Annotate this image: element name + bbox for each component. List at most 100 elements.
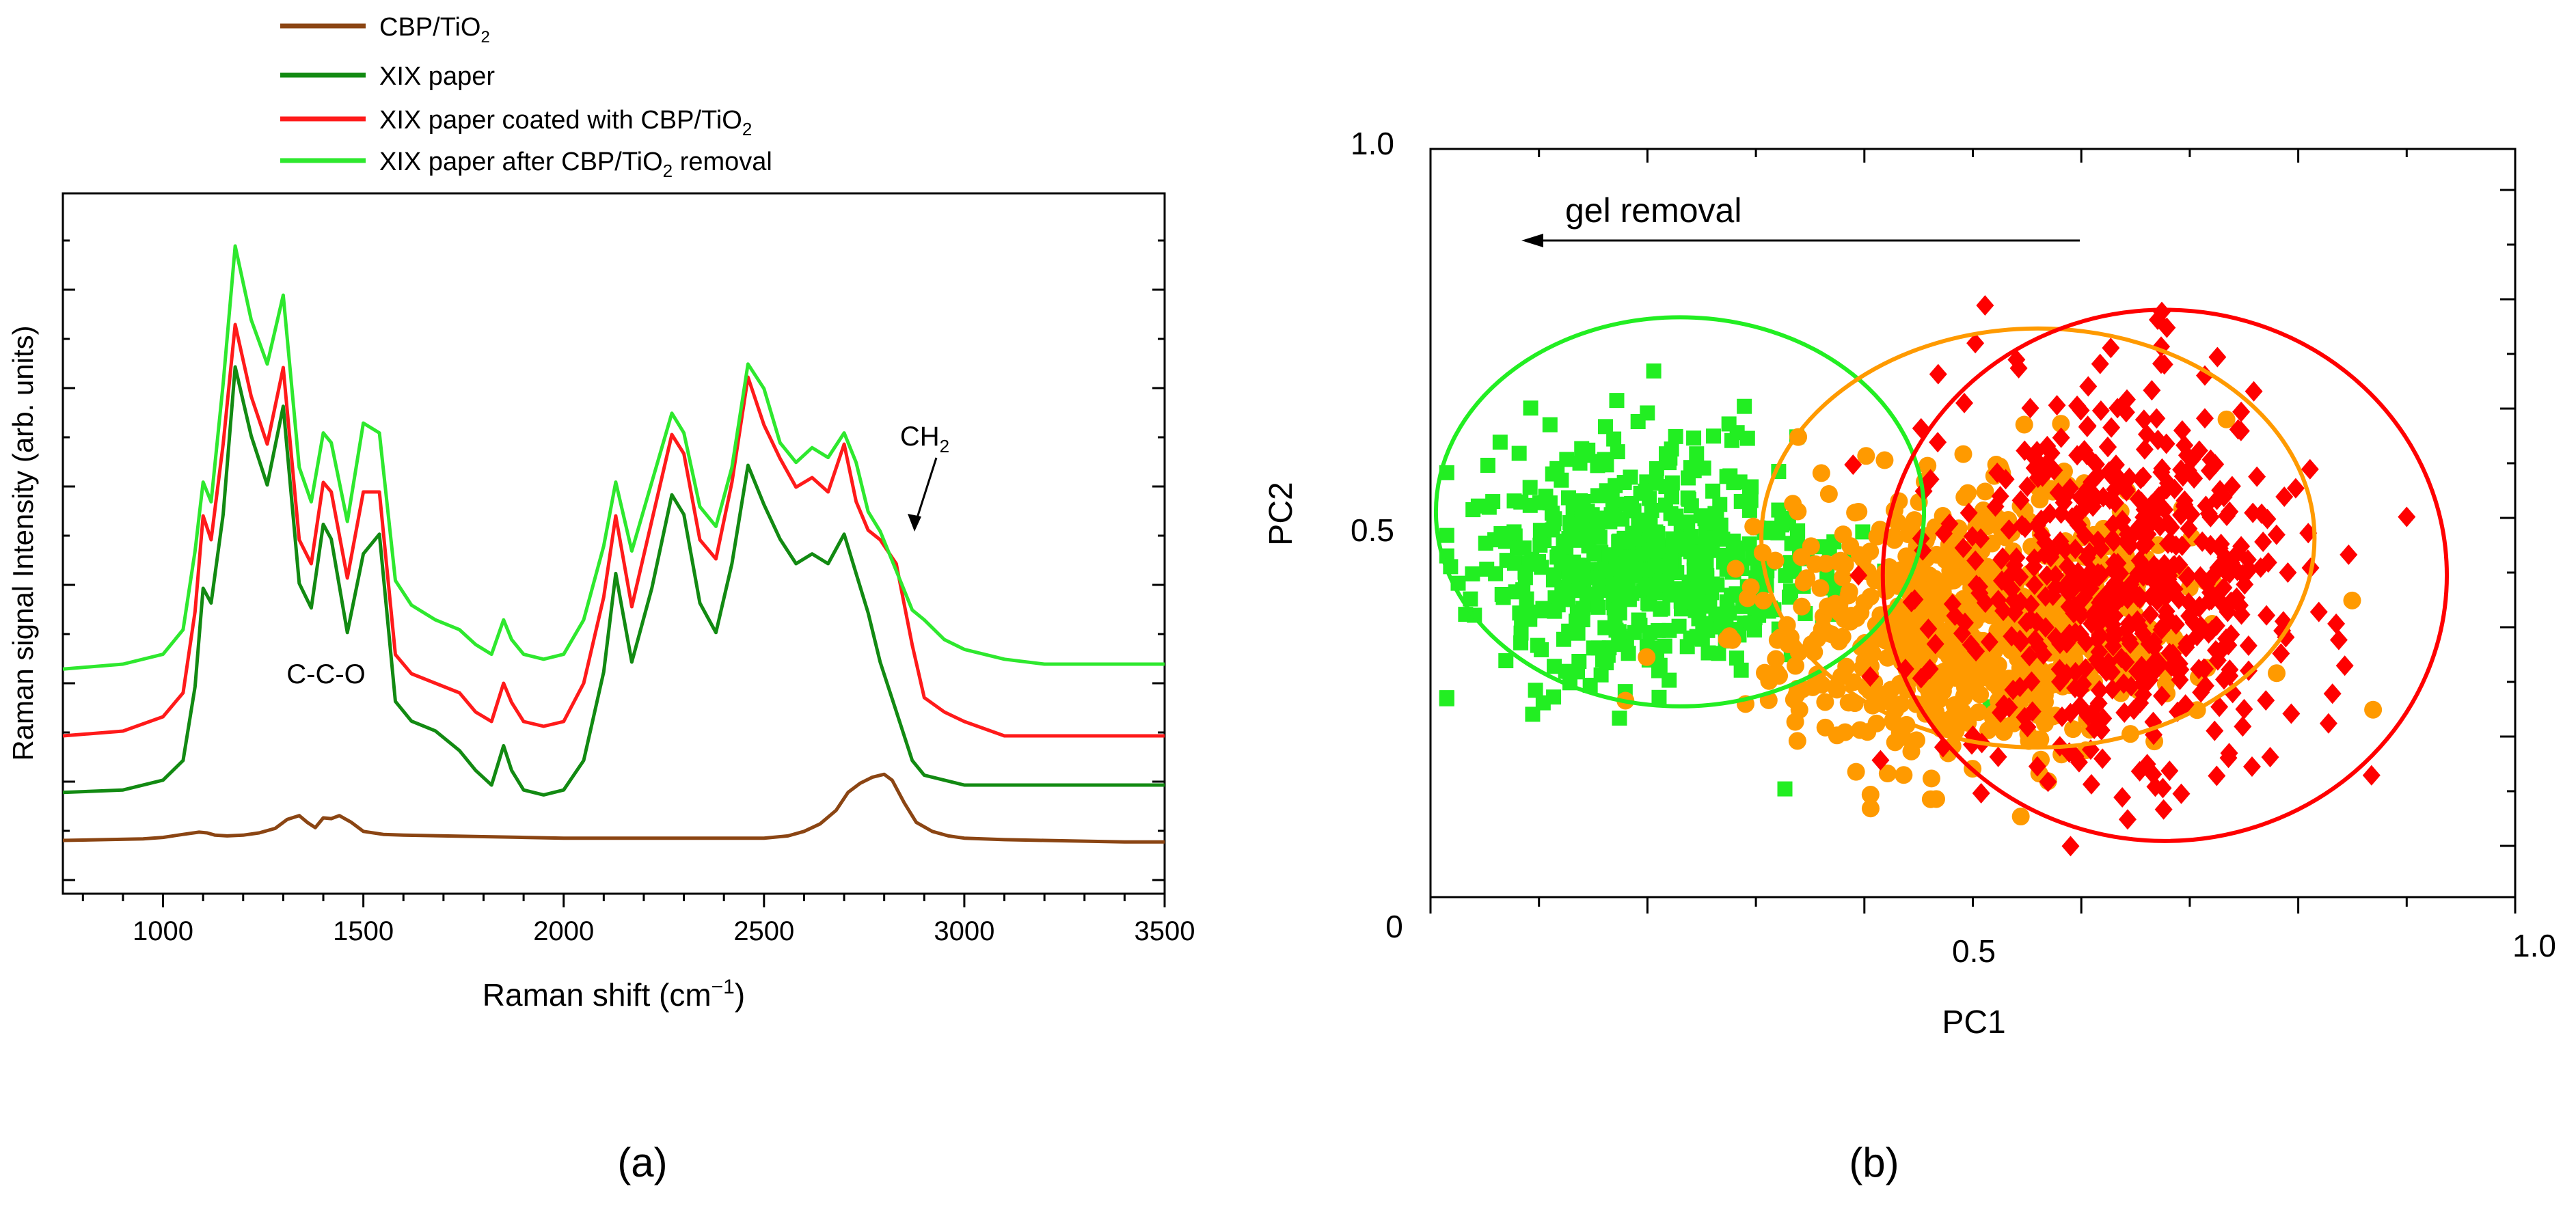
x-axis-ticks-a [81, 894, 1166, 907]
point-red [2016, 517, 2034, 538]
point-red [2025, 548, 2044, 569]
point-orange [1786, 657, 1804, 675]
point-orange [1958, 592, 1977, 610]
point-red [2057, 663, 2076, 685]
point-orange [1861, 786, 1880, 804]
point-green [1675, 594, 1690, 610]
point-orange [1720, 627, 1739, 646]
point-red [2117, 480, 2136, 502]
point-green [1525, 706, 1541, 722]
point-red [2042, 547, 2060, 568]
point-red [1955, 612, 1974, 633]
point-orange [1816, 693, 1834, 711]
point-red [2286, 478, 2305, 499]
point-green [1662, 447, 1677, 463]
point-red [2027, 612, 2046, 633]
point-red [1902, 592, 1921, 613]
point-red [2261, 747, 2279, 768]
point-green [1668, 428, 1683, 444]
point-red [2084, 496, 2102, 517]
point-red [2208, 346, 2227, 368]
y-axis-label-b: PC2 [1263, 482, 1299, 545]
point-green [1573, 493, 1588, 508]
point-green [1640, 405, 1655, 421]
y-tick-label-0.5: 0.5 [1351, 512, 1394, 548]
point-orange [2268, 664, 2286, 683]
point-red [2018, 476, 2037, 497]
point-red [1972, 783, 1990, 804]
point-red [2079, 376, 2098, 397]
point-green [1599, 655, 1614, 671]
point-green [1611, 637, 1627, 653]
series-line-1 [62, 365, 1165, 797]
point-red [2251, 557, 2270, 578]
point-green [1713, 517, 1728, 533]
point-red [1963, 525, 1981, 547]
point-orange [1857, 447, 1875, 465]
point-red [2118, 809, 2137, 830]
point-red [2234, 716, 2252, 737]
point-red [2158, 317, 2176, 338]
point-red [1989, 590, 2007, 611]
point-orange [1793, 597, 1811, 616]
point-orange [2165, 629, 2184, 647]
point-green [1513, 625, 1529, 641]
x-tick-label-0: 0 [1385, 909, 1403, 944]
point-red [1995, 694, 2014, 715]
point-red [2071, 679, 2089, 700]
point-green [1545, 466, 1560, 482]
point-red [2170, 653, 2188, 674]
y-tick-label-1.0: 1.0 [1351, 126, 1394, 161]
point-red [2301, 458, 2319, 480]
point-red [2214, 577, 2233, 599]
point-red [2231, 594, 2249, 616]
point-red [2134, 409, 2153, 430]
point-green [1546, 571, 1562, 586]
point-red [2158, 473, 2177, 494]
point-orange [1813, 676, 1831, 694]
point-red [1935, 523, 1953, 544]
point-red [2130, 588, 2149, 609]
point-red [2199, 503, 2218, 524]
point-green [1556, 631, 1571, 647]
x-tick-label-a-3500: 3500 [1135, 916, 1195, 946]
point-red [2102, 338, 2120, 359]
point-orange [1828, 726, 1846, 745]
confidence-ellipses-b [1433, 307, 2450, 843]
point-red [2092, 719, 2111, 741]
point-red [2172, 783, 2191, 804]
point-green [1566, 554, 1582, 570]
point-red [2119, 613, 2138, 634]
point-red [2279, 562, 2297, 583]
point-green [1506, 493, 1522, 509]
point-green [1655, 577, 1670, 593]
point-green [1649, 461, 1664, 476]
point-red [2102, 417, 2121, 438]
point-green [1651, 622, 1666, 638]
point-orange [1979, 721, 1998, 739]
point-red [2066, 538, 2085, 560]
point-orange [1754, 591, 1773, 609]
x-tick-label-a-3000: 3000 [934, 916, 994, 946]
point-red [2236, 574, 2254, 595]
point-green [1439, 691, 1454, 706]
point-green [1542, 417, 1558, 433]
point-green [1621, 592, 1637, 607]
point-red [2048, 395, 2066, 416]
series-line-0 [62, 772, 1165, 844]
point-red [2335, 655, 2354, 676]
point-red [2016, 440, 2034, 461]
point-green [1559, 452, 1575, 467]
point-green [1647, 558, 1663, 574]
point-red [1849, 565, 1868, 586]
point-green [1627, 624, 1642, 640]
point-red [2072, 400, 2090, 421]
point-red [2242, 756, 2261, 777]
point-orange [1912, 565, 1931, 584]
point-red [2046, 577, 2065, 598]
point-red [2018, 717, 2037, 738]
point-red [2150, 653, 2168, 674]
y-axis-label-a: Raman signal Intensity (arb. units) [7, 325, 39, 760]
point-orange [1793, 680, 1812, 698]
axis-ticks-b [1429, 149, 2517, 914]
